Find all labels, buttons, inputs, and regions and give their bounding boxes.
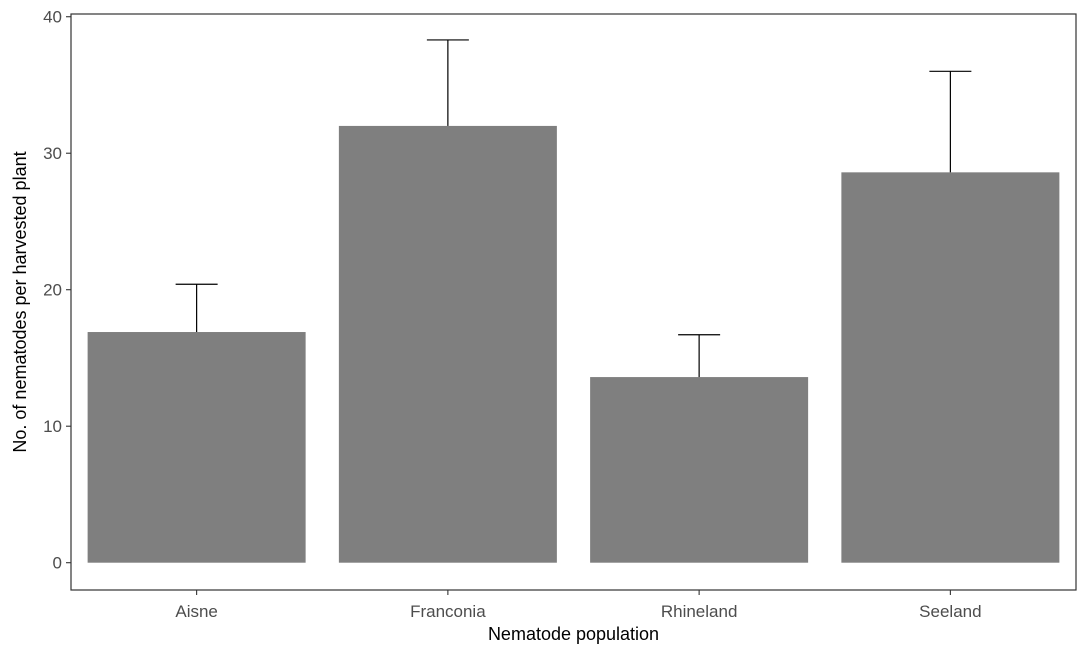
x-tick-label: Rhineland bbox=[661, 602, 738, 621]
y-axis: 0 10 20 30 40 bbox=[43, 8, 71, 573]
y-tick-label: 30 bbox=[43, 144, 62, 163]
bar-franconia bbox=[338, 125, 557, 563]
y-tick-label: 40 bbox=[43, 8, 62, 27]
x-tick-label: Franconia bbox=[410, 602, 486, 621]
x-tick-label: Aisne bbox=[175, 602, 218, 621]
x-tick-label: Seeland bbox=[919, 602, 981, 621]
bar-aisne bbox=[87, 332, 306, 563]
plot-panel-border bbox=[70, 13, 1077, 591]
x-axis: Aisne Franconia Rhineland Seeland bbox=[175, 590, 982, 621]
bar-rhineland bbox=[590, 377, 809, 563]
errorbar-seeland bbox=[929, 70, 972, 173]
y-tick-label: 0 bbox=[53, 554, 62, 573]
x-axis-title: Nematode population bbox=[488, 624, 659, 644]
y-tick-label: 10 bbox=[43, 417, 62, 436]
errorbar-rhineland bbox=[678, 334, 721, 378]
errorbar-aisne bbox=[175, 283, 218, 333]
errorbar-franconia bbox=[426, 39, 469, 126]
errorbars-layer bbox=[175, 39, 972, 378]
bar-seeland bbox=[841, 172, 1060, 563]
y-axis-title: No. of nematodes per harvested plant bbox=[10, 151, 30, 452]
bars-layer bbox=[87, 125, 1060, 563]
y-tick-label: 20 bbox=[43, 281, 62, 300]
